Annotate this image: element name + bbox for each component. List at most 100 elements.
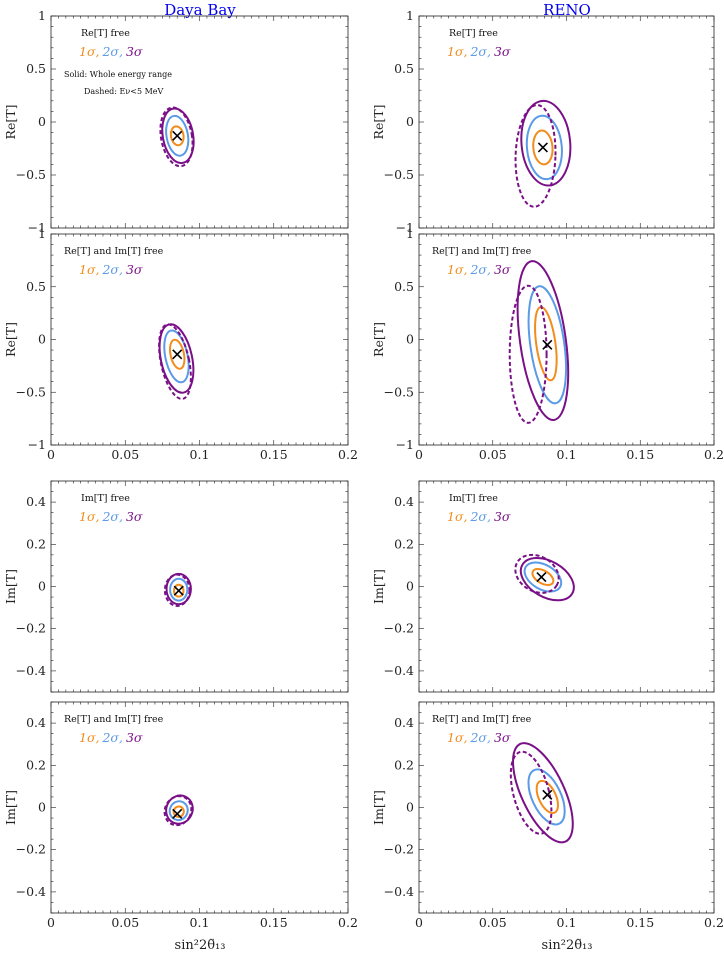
panel-8-legend-s1: 1σ,: [447, 730, 467, 745]
panel-7-contour-2sigma-solid: [168, 800, 189, 822]
panel-7-xtick-label: 0.15: [260, 915, 288, 930]
panel-1: 1 0.5 0 −0.5 −1 Re[T] Re[T] free 1σ, 2σ, 3σ Solid:…: [3, 8, 349, 235]
panel-4-legend-s2: 2σ,: [469, 262, 490, 277]
panel-7-xtick-label: 0.2: [338, 915, 358, 930]
panel-6-ytick-label: −0.4: [384, 663, 414, 678]
panel-5-legend-s2: 2σ,: [101, 509, 122, 524]
panel-6-legend-s3: 3σ: [494, 509, 511, 524]
panel-2-ytick-label: 0: [406, 114, 414, 129]
panel-6-contour-3sigma-dashed: [514, 553, 560, 594]
panel-8-contour-1sigma-solid: [535, 779, 559, 815]
panel-5-contour-3sigma-dashed: [163, 573, 191, 607]
panel-7-ylabel: Im[T]: [3, 790, 18, 825]
panel-5-ytick-label: −0.4: [16, 663, 46, 678]
panel-2-ytick-label: 0.5: [394, 61, 414, 76]
panel-8-xtick-label: 0.1: [557, 915, 577, 930]
panel-1-contour-3sigma-dashed: [159, 106, 194, 168]
panel-8-legend-s3: 3σ: [494, 730, 511, 745]
panel-1-ylabel: Re[T]: [3, 105, 18, 140]
panel-4-legend-s1: 1σ,: [447, 262, 467, 277]
panel-8-xtick-label: 0.15: [626, 915, 654, 930]
panel-1-sigma-legend: 1σ, 2σ, 3σ: [79, 44, 143, 59]
panel-8-annotation: Re[T] and Im[T] free: [432, 714, 532, 725]
panel-6-best-fit-marker: [536, 571, 547, 583]
panel-8-ylabel: Im[T]: [371, 790, 386, 825]
panel-2-ytick-label: 1: [406, 8, 414, 23]
panel-8-sigma-legend: 1σ, 2σ, 3σ: [447, 730, 511, 745]
panel-3-xtick-label: 0.15: [260, 447, 288, 462]
panel-7-legend-s2: 2σ,: [101, 730, 122, 745]
panel-4-contour-2sigma-solid: [527, 285, 568, 405]
panel-4: 10.50−0.5−10 0.05 0.1 0.15 0.2Re[T]Re[T] and…: [371, 226, 724, 462]
panel-7-legend-s1: 1σ,: [79, 730, 99, 745]
panel-3-ytick-label: 0: [38, 332, 46, 347]
panel-7-ytick-label: 0.4: [26, 715, 46, 730]
panel-4-xtick-label: 0.2: [704, 447, 724, 462]
panel-3-ytick-label: 0.5: [26, 279, 46, 294]
panel-5-contour-2sigma-solid: [169, 577, 189, 602]
panel-4-sigma-legend: 1σ, 2σ, 3σ: [447, 262, 511, 277]
panel-7-contour-1sigma-solid: [172, 805, 185, 818]
panel-3-xtick-label: 0.05: [111, 447, 139, 462]
panel-2-legend-s1: 1σ,: [447, 44, 467, 59]
panel-8-ytick-label: 0.2: [394, 757, 414, 772]
panel-5-ylabel: Im[T]: [3, 569, 18, 604]
panel-3-contour-2sigma-solid: [163, 329, 190, 384]
panel-1-legend-s1: 1σ,: [79, 44, 99, 59]
panel-8: 0.4 0.2 0 −0.2 −0.4 0 0.05 0.1 0.15 0.2 Im[T] Re[T]…: [371, 701, 724, 930]
panel-7-sigma-legend: 1σ, 2σ, 3σ: [79, 730, 143, 745]
panel-7-xtick-label: 0.05: [111, 915, 139, 930]
panel-4-legend-s3: 3σ: [494, 262, 511, 277]
panel-6-sigma-legend: 1σ, 2σ, 3σ: [447, 509, 511, 524]
panel-4-annotation: Re[T] and Im[T] free: [432, 246, 532, 257]
panel-1-legend-s2: 2σ,: [101, 44, 122, 59]
panel-4-ytick-label: −1: [396, 437, 414, 452]
panel-5-ytick-label: 0.2: [26, 536, 46, 551]
panel-5-best-fit-marker: [173, 585, 184, 596]
panel-7-ytick-label: −0.2: [16, 842, 46, 857]
panel-3-ytick-label: −1: [28, 437, 46, 452]
panel-6-ytick-label: 0: [406, 579, 414, 594]
panel-3-ylabel: Re[T]: [3, 322, 18, 357]
panel-3-contour-1sigma-solid: [169, 338, 186, 370]
panel-6-ytick-label: −0.2: [384, 621, 414, 636]
reno-title: RENO: [543, 1, 591, 19]
panel-1-annotation: Re[T] free: [81, 28, 130, 39]
panel-8-ytick-label: −0.2: [384, 842, 414, 857]
panel-8-xtick-label: 0.2: [704, 915, 724, 930]
x-axis-label-right: sin²2θ̃₁₃: [542, 938, 593, 953]
panel-4-contour-3sigma-dashed: [508, 284, 548, 424]
panel-3-legend-s3: 3σ: [126, 262, 143, 277]
panel-8-ytick-label: 0.4: [394, 715, 414, 730]
panel-6-annotation: Im[T] free: [449, 493, 498, 504]
panel-3-ytick-label: −0.5: [16, 384, 46, 399]
panel-2-ylabel: Re[T]: [371, 105, 386, 140]
panel-1-ytick-label: −1: [28, 220, 46, 235]
panel-8-xtick-label: 0: [415, 915, 423, 930]
panel-7: 0.4 0.2 0 −0.2 −0.4 0 0.05 0.1 0.15 0.2 Im[T] Re[T]…: [3, 701, 358, 930]
panel-2-contour-1sigma-solid: [532, 129, 554, 166]
panel-5-legend-s1: 1σ,: [79, 509, 99, 524]
panel-2-legend-s3: 3σ: [494, 44, 511, 59]
panel-6-ylabel: Im[T]: [371, 569, 386, 604]
panel-6-contour-3sigma-solid: [519, 556, 575, 602]
panel-1-contour-1sigma-solid: [169, 125, 185, 147]
panel-8-legend-s2: 2σ,: [469, 730, 490, 745]
panel-7-xtick-label: 0: [47, 915, 55, 930]
panel-1-ytick-label: 0.5: [26, 61, 46, 76]
panel-6: 0.4 0.2 0 −0.2 −0.4 Im[T] Im[T] free 1σ, 2σ, 3σ: [371, 480, 715, 693]
panel-1-note-1: Solid: Whole energy range: [64, 70, 172, 79]
panel-4-best-fit-marker: [542, 339, 553, 350]
panel-8-ytick-label: −0.4: [384, 884, 414, 899]
panel-6-contour-2sigma-solid: [523, 561, 563, 593]
panel-1-ytick-label: 1: [38, 8, 46, 23]
daya-bay-title: Daya Bay: [164, 1, 236, 19]
panel-5-ytick-label: −0.2: [16, 621, 46, 636]
panel-2-contour-3sigma-solid: [520, 99, 572, 187]
panel-2-ytick-label: −0.5: [384, 167, 414, 182]
panel-4-xtick-label: 0.05: [479, 447, 507, 462]
panel-1-ytick-label: 0: [38, 114, 46, 129]
panel-2-legend-s2: 2σ,: [469, 44, 490, 59]
panel-2-best-fit-marker: [537, 142, 548, 153]
panel-1-ytick-label: −0.5: [16, 167, 46, 182]
